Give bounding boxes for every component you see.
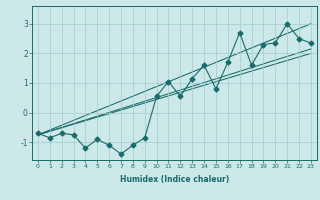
X-axis label: Humidex (Indice chaleur): Humidex (Indice chaleur) <box>120 175 229 184</box>
